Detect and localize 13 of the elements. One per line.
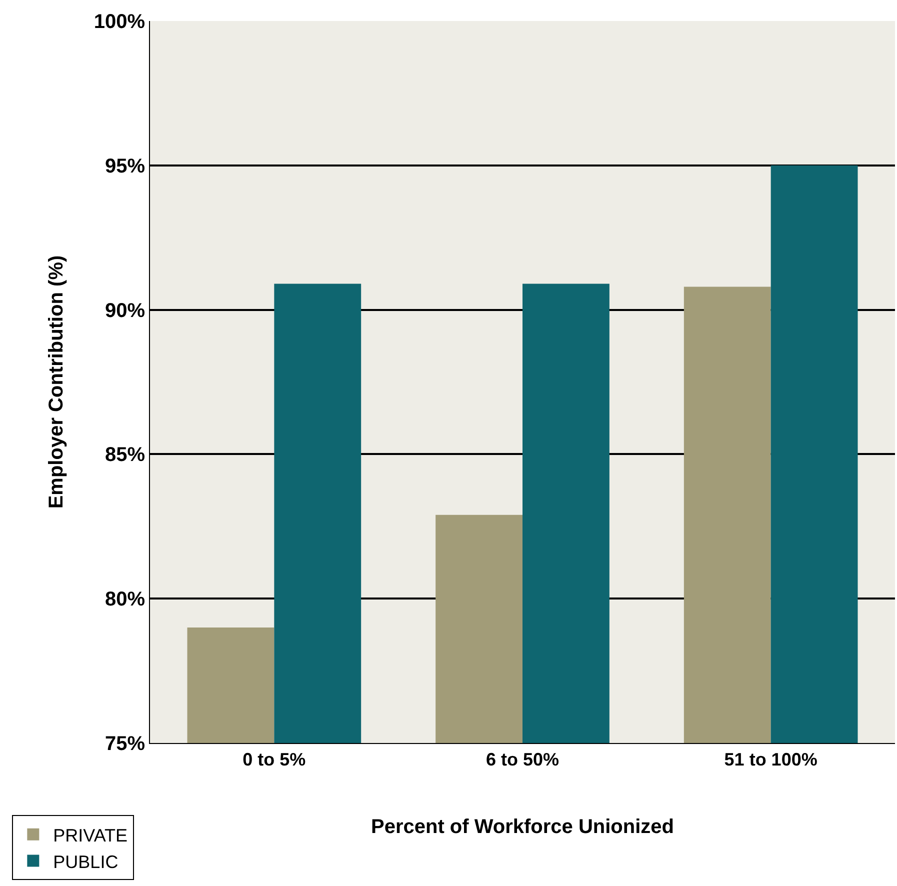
- legend-label: PRIVATE: [53, 825, 128, 846]
- y-tick-label: 80%: [104, 588, 146, 611]
- y-axis-title: Employer Contribution (%): [45, 255, 68, 509]
- y-tick-label: 95%: [104, 155, 146, 178]
- legend-label: PUBLIC: [53, 852, 118, 872]
- x-tick-label: 51 to 100%: [724, 750, 818, 770]
- y-tick-label: 75%: [104, 733, 146, 755]
- y-tick-label: 100%: [94, 11, 146, 33]
- y-tick-label: 85%: [104, 444, 146, 466]
- y-tick-label: 90%: [104, 300, 146, 322]
- x-tick-label: 0 to 5%: [242, 750, 306, 770]
- x-axis-title: Percent of Workforce Unionized: [370, 816, 674, 838]
- x-tick-label: 6 to 50%: [486, 750, 560, 770]
